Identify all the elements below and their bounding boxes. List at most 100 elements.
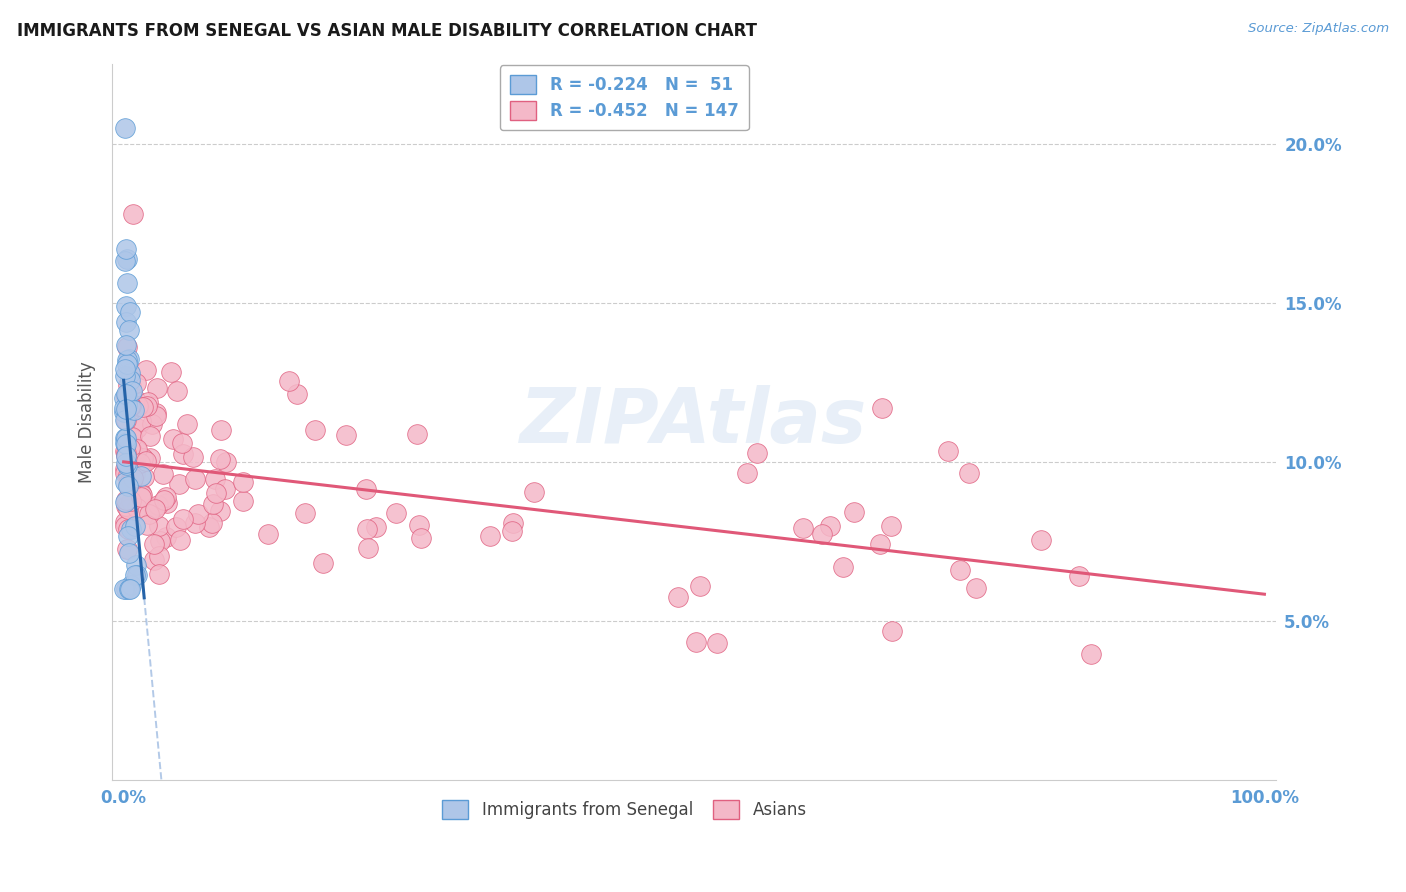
Point: [121, 471, 143, 485]
Point: [122, 453, 145, 467]
Point: [115, 449, 138, 463]
Point: [131, 488, 153, 502]
Point: [832, 559, 855, 574]
Point: [120, 494, 142, 508]
Point: [139, 429, 162, 443]
Point: [172, 436, 194, 450]
Point: [132, 400, 155, 414]
Point: [115, 340, 138, 354]
Point: [356, 482, 378, 496]
Point: [121, 429, 143, 443]
Point: [153, 493, 176, 508]
Point: [176, 417, 198, 431]
Point: [117, 377, 139, 392]
Point: [124, 519, 146, 533]
Point: [115, 396, 138, 410]
Point: [184, 516, 207, 530]
Point: [1069, 569, 1091, 583]
Point: [118, 351, 141, 366]
Point: [124, 403, 146, 417]
Point: [114, 461, 136, 475]
Point: [735, 466, 758, 480]
Point: [122, 450, 145, 464]
Point: [121, 400, 143, 414]
Point: [127, 399, 149, 413]
Point: [160, 365, 183, 379]
Point: [208, 504, 231, 518]
Point: [184, 472, 207, 486]
Point: [132, 450, 155, 465]
Point: [666, 590, 689, 604]
Point: [115, 353, 138, 368]
Point: [949, 562, 972, 576]
Point: [114, 436, 136, 450]
Point: [232, 494, 254, 508]
Text: IMMIGRANTS FROM SENEGAL VS ASIAN MALE DISABILITY CORRELATION CHART: IMMIGRANTS FROM SENEGAL VS ASIAN MALE DI…: [17, 22, 756, 40]
Point: [120, 522, 142, 536]
Point: [364, 519, 387, 533]
Text: Source: ZipAtlas.com: Source: ZipAtlas.com: [1249, 22, 1389, 36]
Point: [142, 500, 165, 515]
Point: [117, 522, 139, 536]
Point: [136, 517, 159, 532]
Point: [689, 579, 711, 593]
Point: [165, 519, 187, 533]
Point: [232, 475, 254, 489]
Point: [118, 366, 141, 380]
Point: [842, 505, 865, 519]
Point: [148, 566, 170, 581]
Point: [209, 423, 232, 437]
Point: [408, 518, 430, 533]
Point: [115, 276, 138, 290]
Point: [277, 375, 299, 389]
Point: [125, 442, 148, 457]
Point: [124, 392, 146, 406]
Point: [304, 424, 326, 438]
Point: [166, 384, 188, 399]
Point: [117, 476, 139, 491]
Point: [155, 496, 177, 510]
Point: [114, 120, 136, 135]
Point: [115, 401, 138, 416]
Point: [136, 394, 159, 409]
Point: [183, 450, 205, 464]
Point: [205, 486, 228, 500]
Point: [142, 537, 165, 551]
Point: [312, 556, 335, 570]
Point: [118, 452, 141, 467]
Point: [135, 454, 157, 468]
Point: [114, 362, 136, 376]
Text: ZIPAtlas: ZIPAtlas: [520, 385, 868, 459]
Point: [117, 323, 139, 337]
Point: [870, 401, 893, 415]
Point: [114, 449, 136, 463]
Point: [880, 624, 903, 639]
Point: [118, 373, 141, 387]
Point: [129, 469, 152, 483]
Point: [120, 379, 142, 393]
Point: [114, 475, 136, 489]
Point: [141, 417, 163, 431]
Point: [121, 207, 143, 221]
Point: [294, 506, 316, 520]
Point: [114, 431, 136, 445]
Point: [120, 399, 142, 413]
Point: [811, 526, 834, 541]
Point: [125, 450, 148, 464]
Point: [118, 395, 141, 409]
Point: [114, 254, 136, 268]
Point: [501, 524, 523, 539]
Point: [114, 467, 136, 481]
Point: [214, 482, 236, 496]
Point: [936, 444, 959, 458]
Point: [117, 468, 139, 483]
Point: [285, 387, 308, 401]
Point: [162, 432, 184, 446]
Point: [114, 494, 136, 508]
Point: [120, 470, 142, 484]
Point: [148, 519, 170, 533]
Point: [145, 381, 167, 395]
Point: [112, 582, 135, 597]
Point: [209, 451, 232, 466]
Point: [127, 568, 149, 582]
